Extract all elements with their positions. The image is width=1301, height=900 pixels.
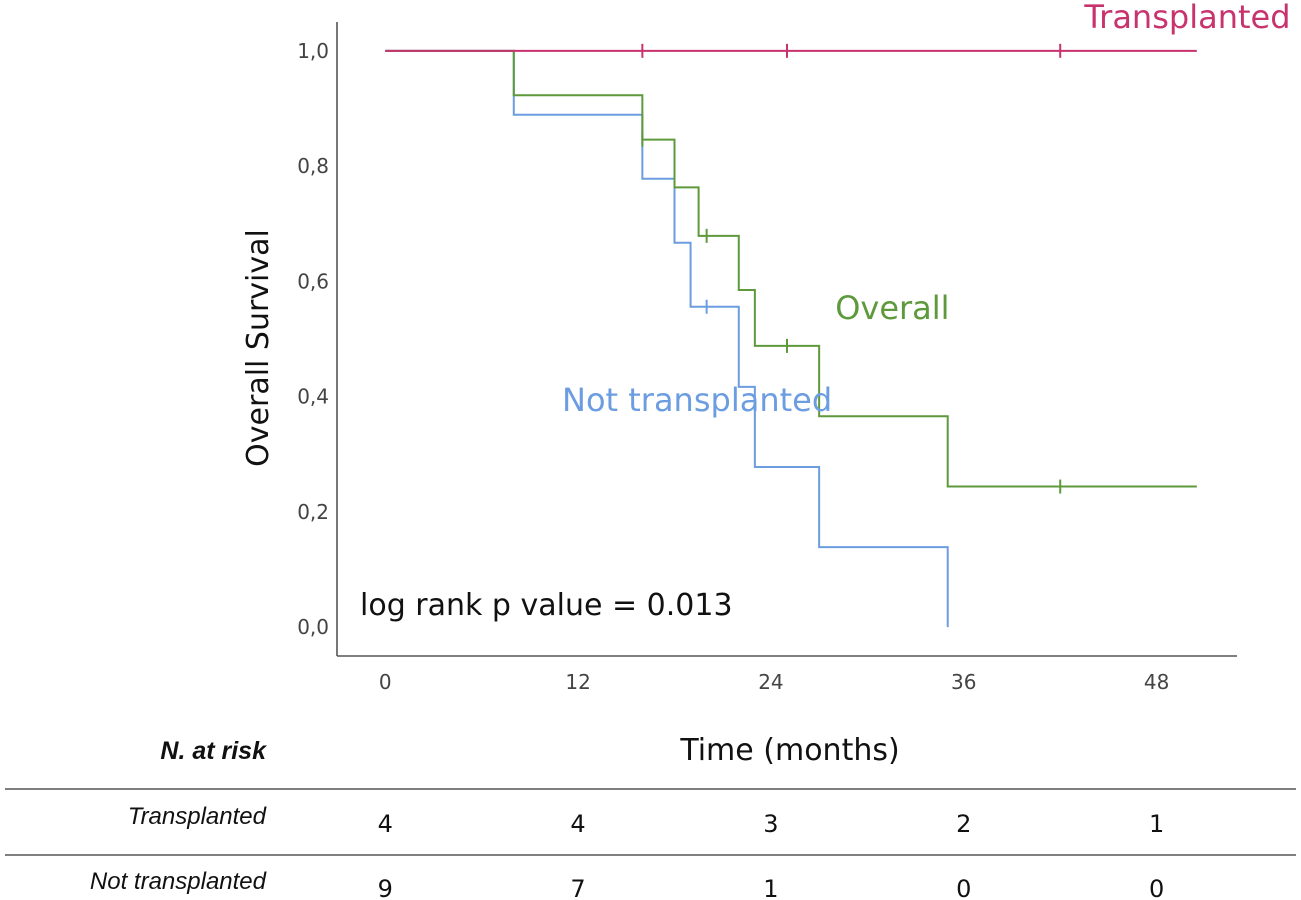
risk-row-label-transplanted: Transplanted: [128, 803, 267, 830]
y-tick-label: 0,2: [297, 500, 329, 524]
x-tick-label: 36: [951, 670, 976, 694]
series-label-transplanted: Transplanted: [1083, 0, 1290, 36]
risk-values: 4 4 3 2 1 9 7 1 0 0: [378, 810, 1165, 900]
y-tick-label: 0,0: [297, 615, 329, 639]
risk-value: 9: [378, 875, 393, 900]
y-tick-label: 0,8: [297, 154, 329, 178]
y-tick-label: 1,0: [297, 39, 329, 63]
y-tick-label: 0,6: [297, 269, 329, 293]
x-axis-label: Time (months): [679, 733, 899, 768]
series-layer: [385, 43, 1197, 628]
series-line-not-transplanted: [385, 49, 949, 628]
labels-layer: Overall Survival Time (months) log rank …: [241, 0, 1291, 768]
series-label-not-transplanted: Not transplanted: [562, 381, 832, 419]
axes: 0,0 0,2 0,4 0,6 0,8 1,0 0 12 24 36 48: [297, 22, 1237, 694]
risk-value: 3: [763, 810, 778, 838]
risk-value: 4: [570, 810, 585, 838]
risk-value: 0: [956, 875, 971, 900]
series-label-overall: Overall: [835, 289, 949, 327]
risk-table-header: N. at risk: [160, 737, 267, 765]
risk-value: 4: [378, 810, 393, 838]
risk-value: 1: [763, 875, 778, 900]
y-axis-label: Overall Survival: [241, 229, 276, 467]
y-tick-label: 0,4: [297, 385, 329, 409]
risk-value: 1: [1149, 810, 1164, 838]
risk-value: 0: [1149, 875, 1164, 900]
x-tick-label: 48: [1144, 670, 1169, 694]
risk-table: N. at risk Transplanted Not transplanted…: [5, 737, 1296, 900]
risk-row-label-not-transplanted: Not transplanted: [90, 868, 267, 895]
x-tick-label: 24: [758, 670, 783, 694]
log-rank-annotation: log rank p value = 0.013: [360, 588, 733, 623]
series-line-overall: [385, 49, 1197, 488]
x-tick-label: 0: [379, 670, 392, 694]
risk-value: 7: [570, 875, 585, 900]
x-tick-label: 12: [565, 670, 590, 694]
risk-value: 2: [956, 810, 971, 838]
